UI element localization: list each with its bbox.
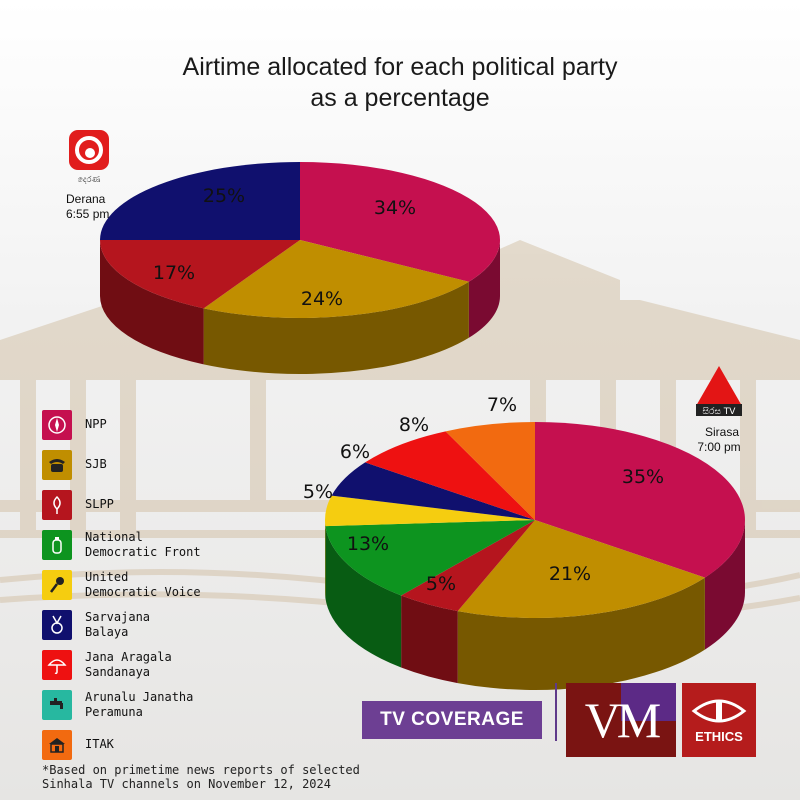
badge-divider [555, 683, 557, 741]
pie-slice-sjb [457, 520, 705, 618]
pie-side-npp [704, 520, 745, 650]
sirasa-pie-chart: 35% 21% 5% 13% 5% 6% 8% 7% [303, 394, 745, 690]
legend-item-sarvajana: Sarvajana Balaya [42, 610, 242, 640]
legend-item-itak: ITAK [42, 730, 242, 760]
gas-cylinder-icon [42, 530, 72, 560]
sirasa-channel-label: Sirasa 7:00 pm [694, 425, 750, 455]
pie-value-label: 13% [347, 533, 389, 555]
pie-value-label: 8% [399, 414, 429, 436]
pie-value-label: 21% [549, 563, 591, 585]
legend-label-itak: ITAK [85, 737, 114, 751]
pie-value-label: 24% [301, 288, 343, 310]
sirasa-logo-text: සිරස TV [703, 406, 737, 417]
vm-logo: VM [566, 683, 676, 757]
derana-time: 6:55 pm [66, 207, 110, 221]
pie-slice-npp [300, 162, 500, 282]
vm-logo-text: VM [584, 692, 662, 748]
microphone-icon [42, 570, 72, 600]
pie-slice-national-democratic-front [325, 520, 535, 596]
pie-value-label: 7% [487, 394, 517, 416]
water-tap-icon [42, 690, 72, 720]
legend-label-ndf: National Democratic Front [85, 530, 201, 559]
legend-item-npp: NPP [42, 410, 242, 440]
umbrella-icon [42, 650, 72, 680]
pie-side-sjb [457, 577, 705, 690]
legend-label-npp: NPP [85, 417, 107, 431]
medal-icon [42, 610, 72, 640]
legend-item-arunalu: Arunalu Janatha Peramuna [42, 690, 242, 720]
derana-pie-chart: 34% 24% 17% 25% [100, 162, 500, 374]
pie-slice-sarvajana-balaya [331, 462, 535, 520]
pie-value-label: 25% [203, 185, 245, 207]
legend-item-udv: United Democratic Voice [42, 570, 242, 600]
pie-side-npp [468, 240, 500, 338]
footnote: *Based on primetime news reports of sele… [42, 763, 360, 791]
pie-slice-slpp [401, 520, 535, 612]
chart-title: Airtime allocated for each political par… [0, 52, 800, 114]
pie-slice-jana-aragala-sandanaya [365, 431, 535, 520]
legend-item-sjb: SJB [42, 450, 242, 480]
legend-label-slpp: SLPP [85, 497, 114, 511]
pie-value-label: 34% [374, 197, 416, 219]
svg-text:දෙරණ: දෙරණ [78, 175, 101, 184]
pie-value-label: 5% [426, 573, 456, 595]
eye-icon [691, 699, 747, 723]
derana-channel-label: Derana 6:55 pm [66, 192, 109, 222]
legend-item-slpp: SLPP [42, 490, 242, 520]
pie-value-label: 5% [303, 481, 333, 503]
pie-slice-slpp [100, 240, 300, 309]
compass-icon [42, 410, 72, 440]
pie-slice-itak [445, 422, 535, 520]
legend-label-sjb: SJB [85, 457, 107, 471]
legend-label-sarvajana: Sarvajana Balaya [85, 610, 151, 639]
telephone-icon [42, 450, 72, 480]
pie-side-slpp [401, 595, 458, 684]
derana-name: Derana [66, 192, 106, 206]
footnote-line-2: Sinhala TV channels on November 12, 2024 [42, 777, 331, 791]
pie-side-national-democratic-front [325, 526, 402, 668]
sirasa-name: Sirasa [704, 425, 739, 439]
pie-side-sjb [203, 281, 469, 374]
ethics-logo-text: ETHICS [695, 729, 743, 744]
pie-value-label: 17% [153, 262, 195, 284]
legend-label-arunalu: Arunalu Janatha Peramuna [85, 690, 194, 719]
legend-label-jana-aragala: Jana Aragala Sandanaya [85, 650, 172, 679]
pie-value-label: 35% [622, 466, 664, 488]
pie-slice-united-democratic-voice [325, 495, 535, 527]
footnote-line-1: *Based on primetime news reports of sele… [42, 763, 360, 777]
pie-slice-sjb [203, 240, 469, 318]
pie-value-label: 6% [340, 441, 370, 463]
pie-side-slpp [100, 240, 204, 365]
title-line-1: Airtime allocated for each political par… [182, 53, 618, 81]
flower-bud-icon [42, 490, 72, 520]
derana-logo: දෙරණ [69, 130, 109, 184]
pie-slice-npp [535, 422, 745, 578]
legend-item-ndf: National Democratic Front [42, 530, 242, 560]
sirasa-time: 7:00 pm [697, 440, 741, 454]
title-line-2: as a percentage [310, 84, 490, 112]
tv-coverage-badge: TV COVERAGE [362, 701, 542, 739]
legend-label-udv: United Democratic Voice [85, 570, 201, 599]
legend-item-jana-aragala: Jana Aragala Sandanaya [42, 650, 242, 680]
ethics-eye-logo: ETHICS [682, 683, 756, 757]
sirasa-logo: සිරස TV [696, 366, 742, 417]
pie-slice-sarvajana-balaya [100, 162, 300, 240]
house-icon [42, 730, 72, 760]
